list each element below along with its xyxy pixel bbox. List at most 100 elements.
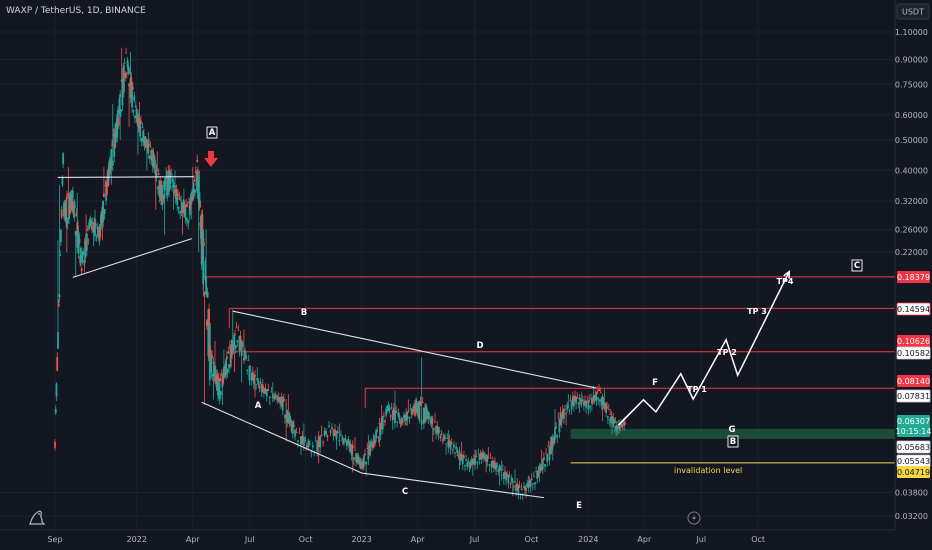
candle-body	[108, 162, 110, 178]
candle-body	[179, 210, 182, 214]
candle-body	[345, 440, 348, 446]
candle-body	[57, 331, 59, 349]
y-tick-label: 1.10000	[895, 28, 928, 37]
candle-body	[377, 436, 380, 438]
candle-body	[168, 170, 170, 192]
candle-body	[326, 435, 329, 438]
candle-body	[416, 403, 419, 413]
candle-body	[542, 457, 545, 460]
candle-body	[86, 230, 89, 231]
candle-body	[248, 365, 251, 381]
candle-body	[467, 462, 470, 464]
candle-body	[249, 370, 252, 371]
candle-body	[441, 439, 444, 441]
wave-label: C	[854, 261, 860, 271]
wave-label: B	[730, 437, 736, 447]
candle-body	[598, 399, 601, 402]
candle-body	[340, 434, 342, 436]
candle-body	[571, 396, 574, 406]
candle-body	[125, 73, 128, 75]
candle-body	[116, 114, 119, 138]
y-tick-label: 0.32000	[895, 197, 928, 206]
candle-body	[133, 95, 136, 101]
candle-body	[301, 435, 304, 445]
candle-body	[448, 439, 451, 447]
candle-body	[65, 199, 68, 223]
candle-body	[287, 412, 290, 423]
candle-body	[74, 206, 76, 208]
candle-body	[220, 391, 222, 396]
candle-body	[73, 200, 76, 218]
candle-body	[429, 419, 432, 424]
candle-body	[290, 423, 293, 432]
x-tick-label: Sep	[47, 535, 62, 544]
candle-body	[606, 416, 609, 419]
candle-body	[376, 430, 379, 432]
candle-body	[618, 424, 620, 429]
candle-body	[579, 399, 582, 403]
candle-body	[384, 420, 386, 423]
candle-body	[559, 412, 562, 426]
candle-body	[97, 228, 99, 236]
candle-body	[450, 443, 453, 445]
candle-body	[414, 403, 416, 416]
price-tag-label: 0.07831	[897, 392, 930, 401]
candle-body	[195, 171, 198, 186]
candle-body	[381, 416, 384, 429]
candle-body	[187, 219, 190, 224]
candle-body	[178, 197, 181, 200]
candle-body	[91, 227, 93, 230]
candle-body	[506, 475, 509, 476]
candle-body	[284, 414, 286, 418]
candle-body	[202, 230, 205, 285]
projection-arrowhead	[783, 270, 790, 279]
candle-body	[214, 375, 216, 382]
candle-body	[302, 437, 305, 446]
candle-body	[227, 351, 230, 354]
candle-body	[120, 109, 122, 113]
candle-body	[335, 430, 338, 440]
wave-label: B	[301, 308, 307, 318]
y-tick-label: 0.40000	[895, 166, 928, 175]
candle-body	[512, 486, 515, 488]
price-tag	[897, 375, 930, 387]
wave-label: F	[652, 378, 658, 388]
candle-body	[181, 206, 184, 214]
price-tag-label: 0.06307	[897, 417, 930, 426]
candle-body	[261, 384, 264, 393]
candle-body	[320, 434, 323, 436]
candle-body	[502, 472, 505, 479]
candle-body	[134, 105, 137, 108]
y-tick-label: 0.03800	[895, 488, 928, 497]
candle-body	[197, 184, 200, 189]
lightning-icon[interactable]	[687, 511, 701, 525]
candle-body	[66, 217, 69, 224]
candle-body	[366, 447, 369, 449]
price-tag	[896, 389, 931, 403]
x-tick-label: Jul	[469, 535, 480, 544]
candle-body	[54, 441, 56, 448]
candle-body	[87, 239, 90, 241]
candle-body	[81, 254, 84, 262]
candle-body	[162, 185, 165, 187]
candle-body	[511, 480, 514, 483]
candle-body	[289, 418, 292, 424]
candle-body	[186, 206, 189, 208]
candle-body	[96, 226, 99, 229]
candle-body	[469, 463, 472, 468]
candle-body	[334, 429, 336, 437]
candle-body	[140, 137, 143, 142]
candle-body	[231, 341, 234, 346]
time-axis[interactable]: Sep 2022 Apr Jul Oct 2023 Apr Jul Oct 2024 Apr Jul O…	[47, 535, 765, 544]
candle-body	[225, 359, 228, 376]
candle-body	[328, 425, 330, 428]
currency-label[interactable]: USDT	[896, 3, 930, 20]
candle-body	[437, 427, 440, 436]
candle-body	[279, 396, 282, 404]
candle-body	[354, 449, 356, 451]
candle-body	[264, 388, 267, 394]
candle-body	[59, 255, 62, 256]
candle-body	[391, 410, 394, 421]
candle-body	[170, 173, 173, 176]
